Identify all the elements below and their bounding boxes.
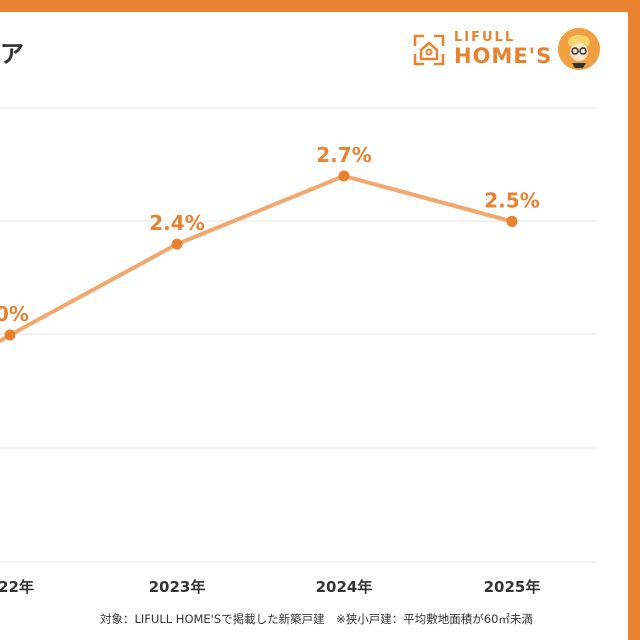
logo-text-lifull: LIFULL [454, 30, 516, 45]
x-tick-label: 22年 [0, 578, 34, 596]
data-point [4, 329, 16, 341]
data-point [338, 170, 350, 182]
data-label: 0% [0, 302, 29, 326]
mascot-icon [558, 28, 600, 70]
data-point [506, 215, 518, 227]
series-line [0, 174, 514, 344]
footnote: 対象：LIFULL HOME'Sで掲載した新築戸建 ※狭小戸建：平均敷地面積が6… [100, 612, 533, 626]
data-label: 2.5% [484, 188, 539, 212]
data-label: 2.4% [149, 211, 204, 235]
data-label: 2.7% [316, 143, 371, 167]
lifull-homes-logo: LIFULL HOME'S [410, 26, 610, 74]
house-icon [413, 34, 445, 66]
data-point [171, 238, 183, 250]
x-tick-label: 2023年 [149, 578, 206, 596]
x-tick-label: 2025年 [484, 578, 541, 596]
x-tick-label: 2024年 [316, 578, 373, 596]
chart-title-fragment: ア [0, 40, 24, 68]
logo-text-homes: HOME'S [454, 44, 553, 68]
